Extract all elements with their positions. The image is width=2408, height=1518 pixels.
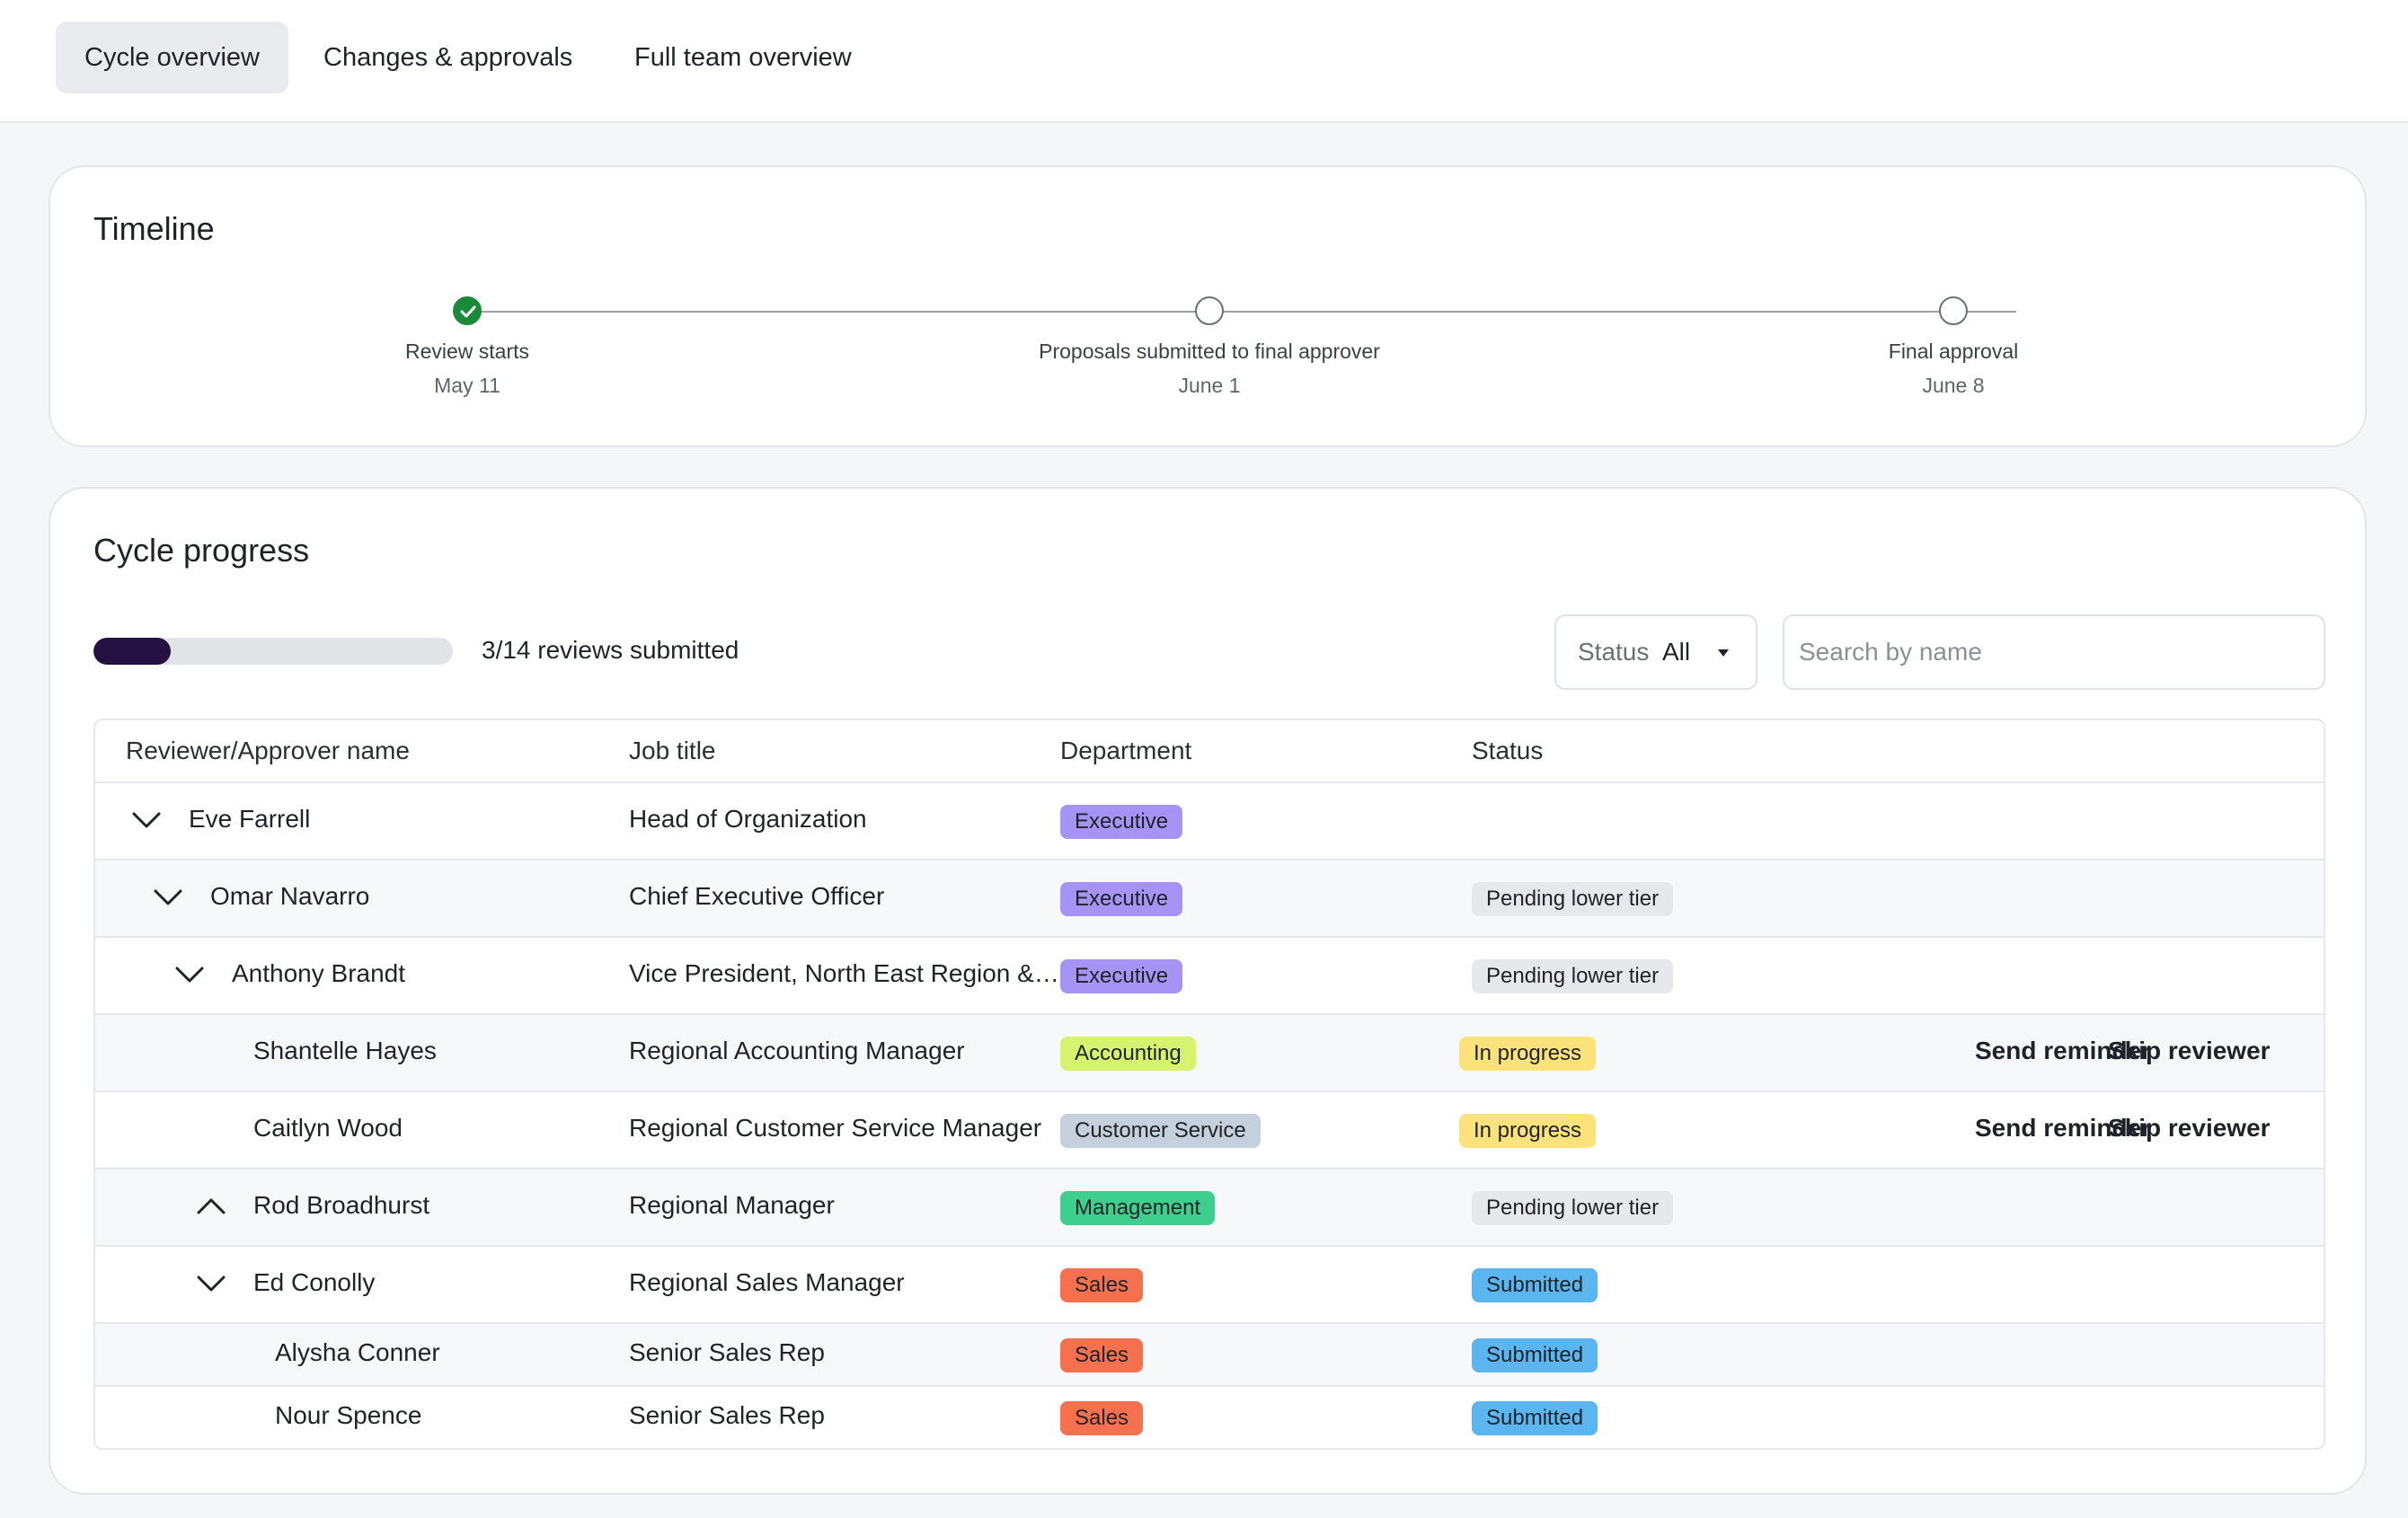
- cycle-progress-title: Cycle progress: [93, 532, 310, 569]
- status-badge: Pending lower tier: [1472, 882, 1674, 916]
- timeline-step-date: June 8: [1922, 374, 1985, 397]
- job-title: Regional Manager: [629, 1191, 835, 1219]
- department-badge: Executive: [1060, 959, 1183, 993]
- column-header-department: Department: [1060, 737, 1192, 764]
- status-filter-label: Status: [1578, 638, 1650, 666]
- reviewer-name: Rod Broadhurst: [253, 1191, 430, 1219]
- progress-bar-fill: [93, 638, 171, 665]
- timeline-track: [480, 311, 2016, 313]
- status-badge: In progress: [1459, 1037, 1597, 1071]
- chevron-down-icon[interactable]: [196, 1274, 226, 1293]
- department-badge: Sales: [1060, 1268, 1144, 1302]
- job-title: Regional Customer Service Manager: [629, 1114, 1042, 1142]
- chevron-down-icon[interactable]: [174, 965, 205, 984]
- job-title: Regional Accounting Manager: [629, 1037, 965, 1064]
- job-title: Senior Sales Rep: [629, 1338, 825, 1366]
- progress-count-text: 3/14 reviews submitted: [482, 636, 739, 664]
- status-badge: Pending lower tier: [1472, 1191, 1674, 1225]
- cycle-progress-card: Cycle progress 3/14 reviews submitted St…: [49, 487, 2367, 1495]
- chevron-down-icon[interactable]: [153, 887, 183, 907]
- job-title: Regional Sales Manager: [629, 1268, 905, 1296]
- table-header: Reviewer/Approver name Job title Departm…: [95, 720, 2324, 783]
- table-row[interactable]: Anthony Brandt Vice President, North Eas…: [95, 938, 2324, 1015]
- search-by-name-input[interactable]: [1783, 614, 2325, 690]
- timeline-step-label: Review starts: [404, 340, 530, 363]
- status-badge: Submitted: [1472, 1268, 1598, 1302]
- top-tab-bar: Cycle overview Changes & approvals Full …: [0, 0, 2408, 123]
- status-badge: Pending lower tier: [1472, 959, 1674, 993]
- column-header-status: Status: [1472, 737, 1544, 764]
- review-progress-table: Reviewer/Approver name Job title Departm…: [93, 719, 2325, 1450]
- progress-bar: [93, 638, 453, 665]
- job-title: Vice President, North East Region &…: [629, 959, 1059, 987]
- table-row[interactable]: Nour Spence Senior Sales Rep Sales Submi…: [95, 1387, 2324, 1448]
- reviewer-name: Shantelle Hayes: [253, 1037, 437, 1064]
- tab-changes-approvals[interactable]: Changes & approvals: [323, 43, 573, 72]
- reviewer-name: Eve Farrell: [189, 805, 311, 833]
- timeline-step-pending-icon: [1195, 296, 1224, 325]
- chevron-up-icon[interactable]: [196, 1196, 226, 1216]
- status-badge: In progress: [1459, 1114, 1597, 1148]
- department-badge: Management: [1060, 1191, 1216, 1225]
- timeline-step-label: Proposals submitted to final approver: [1039, 340, 1380, 363]
- reviewer-name: Anthony Brandt: [232, 959, 406, 987]
- skip-reviewer-link[interactable]: Skip reviewer: [2108, 1114, 2271, 1142]
- table-row[interactable]: Rod Broadhurst Regional Manager Manageme…: [95, 1169, 2324, 1247]
- job-title: Head of Organization: [629, 805, 867, 833]
- caret-down-icon: [1718, 649, 1729, 657]
- tab-full-team-overview[interactable]: Full team overview: [634, 43, 852, 72]
- send-reminder-link[interactable]: Send reminder: [1975, 1037, 2152, 1064]
- tab-cycle-overview[interactable]: Cycle overview: [56, 22, 288, 93]
- job-title: Chief Executive Officer: [629, 882, 885, 910]
- table-row[interactable]: Alysha Conner Senior Sales Rep Sales Sub…: [95, 1324, 2324, 1387]
- status-badge: Submitted: [1472, 1401, 1598, 1435]
- timeline-step-label: Final approval: [1888, 340, 2019, 363]
- send-reminder-link[interactable]: Send reminder: [1975, 1114, 2152, 1142]
- column-header-job-title: Job title: [629, 737, 716, 764]
- status-filter-value: All: [1662, 638, 1691, 666]
- department-badge: Accounting: [1060, 1037, 1196, 1071]
- department-badge: Executive: [1060, 805, 1183, 839]
- column-header-name: Reviewer/Approver name: [126, 737, 410, 764]
- checkmark-icon: [460, 305, 476, 318]
- department-badge: Sales: [1060, 1338, 1144, 1372]
- timeline-card: Timeline Review starts May 11 Proposals …: [49, 165, 2367, 447]
- reviewer-name: Omar Navarro: [210, 882, 370, 910]
- department-badge: Executive: [1060, 882, 1183, 916]
- reviewer-name: Ed Conolly: [253, 1268, 376, 1296]
- chevron-down-icon[interactable]: [131, 810, 162, 830]
- department-badge: Customer Service: [1060, 1114, 1261, 1148]
- timeline-title: Timeline: [93, 210, 215, 247]
- department-badge: Sales: [1060, 1401, 1144, 1435]
- status-filter-dropdown[interactable]: Status All: [1554, 614, 1757, 690]
- table-row[interactable]: Caitlyn Wood Regional Customer Service M…: [95, 1092, 2324, 1169]
- table-row[interactable]: Eve Farrell Head of Organization Executi…: [95, 783, 2324, 860]
- timeline-step-date: May 11: [434, 374, 500, 397]
- timeline-step-date: June 1: [1178, 374, 1241, 397]
- status-badge: Submitted: [1472, 1338, 1598, 1372]
- job-title: Senior Sales Rep: [629, 1401, 825, 1429]
- timeline-step-pending-icon: [1939, 296, 1968, 325]
- reviewer-name: Nour Spence: [275, 1401, 422, 1429]
- table-row[interactable]: Shantelle Hayes Regional Accounting Mana…: [95, 1015, 2324, 1092]
- reviewer-name: Caitlyn Wood: [253, 1114, 403, 1142]
- timeline-step-complete-icon: [453, 296, 482, 325]
- table-row[interactable]: Omar Navarro Chief Executive Officer Exe…: [95, 860, 2324, 938]
- table-row[interactable]: Ed Conolly Regional Sales Manager Sales …: [95, 1247, 2324, 1324]
- reviewer-name: Alysha Conner: [275, 1338, 440, 1366]
- skip-reviewer-link[interactable]: Skip reviewer: [2108, 1037, 2271, 1064]
